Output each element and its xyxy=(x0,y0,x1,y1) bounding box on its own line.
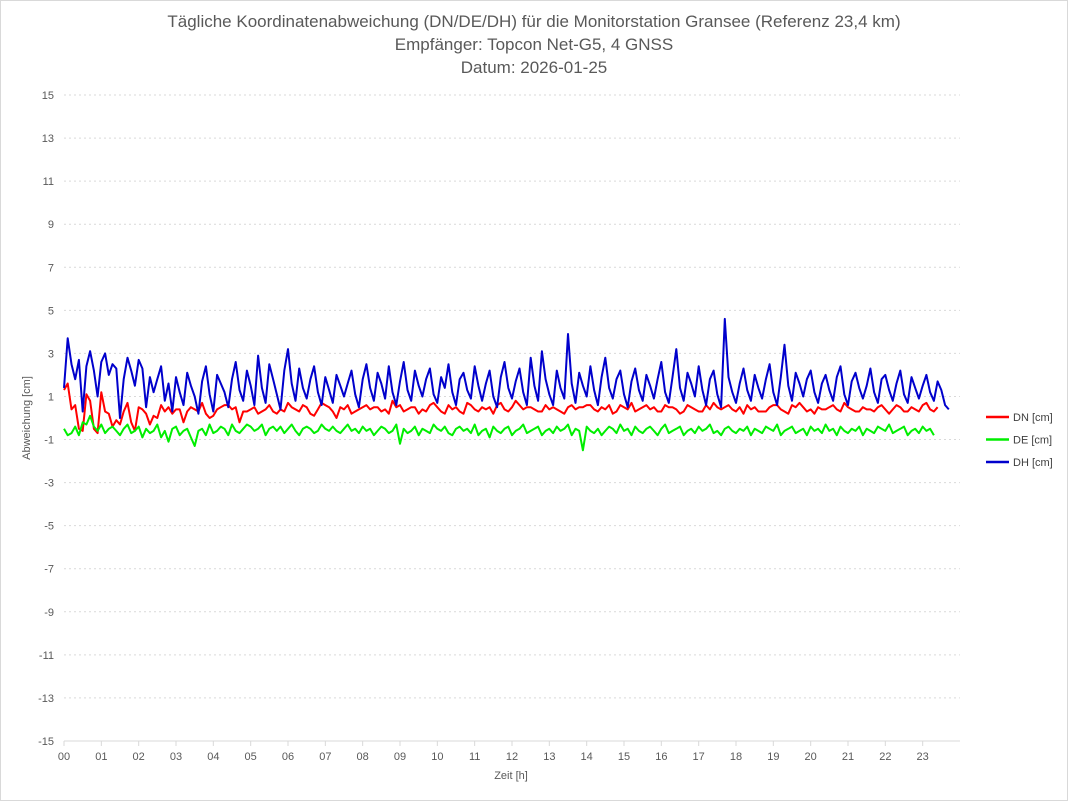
chart-title: Tägliche Koordinatenabweichung (DN/DE/DH… xyxy=(167,12,901,31)
chart-subtitle-receiver: Empfänger: Topcon Net-G5, 4 GNSS xyxy=(394,35,674,54)
x-tick-label: 12 xyxy=(506,751,518,763)
series-line-dn xyxy=(63,382,939,435)
y-tick-label: -13 xyxy=(38,693,54,705)
x-tick-label: 14 xyxy=(581,751,593,763)
legend: DN [cm] DE [cm] DH [cm] xyxy=(986,412,1053,469)
x-axis-title: Zeit [h] xyxy=(494,770,528,782)
y-tick-label: -11 xyxy=(39,650,54,662)
y-tick-label: 1 xyxy=(48,391,54,403)
legend-label-dn: DN [cm] xyxy=(1013,412,1053,424)
grid-lines xyxy=(64,94,960,742)
x-tick-label: 08 xyxy=(357,751,369,763)
y-tick-label: 7 xyxy=(48,262,54,274)
y-tick-label: -5 xyxy=(44,521,54,533)
y-axis-title: Abweichung [cm] xyxy=(21,376,33,460)
y-tick-label: 5 xyxy=(48,305,54,317)
x-tick-label: 19 xyxy=(767,751,779,763)
x-tick-label: 03 xyxy=(170,751,182,763)
y-tick-label: -9 xyxy=(44,607,54,619)
y-tick-label: -1 xyxy=(44,435,54,447)
x-tick-label: 06 xyxy=(282,751,294,763)
series-line-de xyxy=(63,414,935,452)
y-tick-label: -3 xyxy=(44,478,54,490)
x-tick-label: 13 xyxy=(543,751,555,763)
series-lines xyxy=(63,317,950,452)
y-tick-label: 9 xyxy=(48,219,54,231)
y-axis-ticks: 15 13 11 9 7 5 3 1 -1 -3 -5 -7 -9 -11 -13 -15 xyxy=(38,90,54,748)
x-tick-label: 18 xyxy=(730,751,742,763)
x-tick-label: 02 xyxy=(133,751,145,763)
x-tick-label: 20 xyxy=(805,751,817,763)
x-tick-label: 11 xyxy=(469,751,480,763)
x-tick-label: 15 xyxy=(618,751,630,763)
y-tick-label: -15 xyxy=(38,736,54,748)
x-tick-label: 05 xyxy=(245,751,257,763)
x-tick-label: 09 xyxy=(394,751,406,763)
y-tick-label: 15 xyxy=(42,90,54,102)
x-axis-ticks: 00 01 02 03 04 05 06 07 08 09 10 11 12 13 14 15 16 17 18 19… xyxy=(58,741,929,763)
x-tick-label: 17 xyxy=(693,751,705,763)
legend-label-de: DE [cm] xyxy=(1013,435,1052,447)
y-tick-label: 13 xyxy=(42,133,54,145)
x-tick-label: 04 xyxy=(207,751,219,763)
y-tick-label: 11 xyxy=(43,176,54,188)
x-tick-label: 16 xyxy=(655,751,667,763)
legend-label-dh: DH [cm] xyxy=(1013,457,1053,469)
x-tick-label: 21 xyxy=(842,751,854,763)
x-tick-label: 01 xyxy=(95,751,107,763)
y-tick-label: 3 xyxy=(48,348,54,360)
x-tick-label: 23 xyxy=(917,751,929,763)
series-line-dh xyxy=(63,317,950,419)
chart-subtitle-date: Datum: 2026-01-25 xyxy=(460,58,608,77)
x-tick-label: 22 xyxy=(879,751,891,763)
y-tick-label: -7 xyxy=(44,564,54,576)
x-tick-label: 10 xyxy=(431,751,443,763)
x-tick-label: 07 xyxy=(319,751,331,763)
x-tick-label: 00 xyxy=(58,751,70,763)
